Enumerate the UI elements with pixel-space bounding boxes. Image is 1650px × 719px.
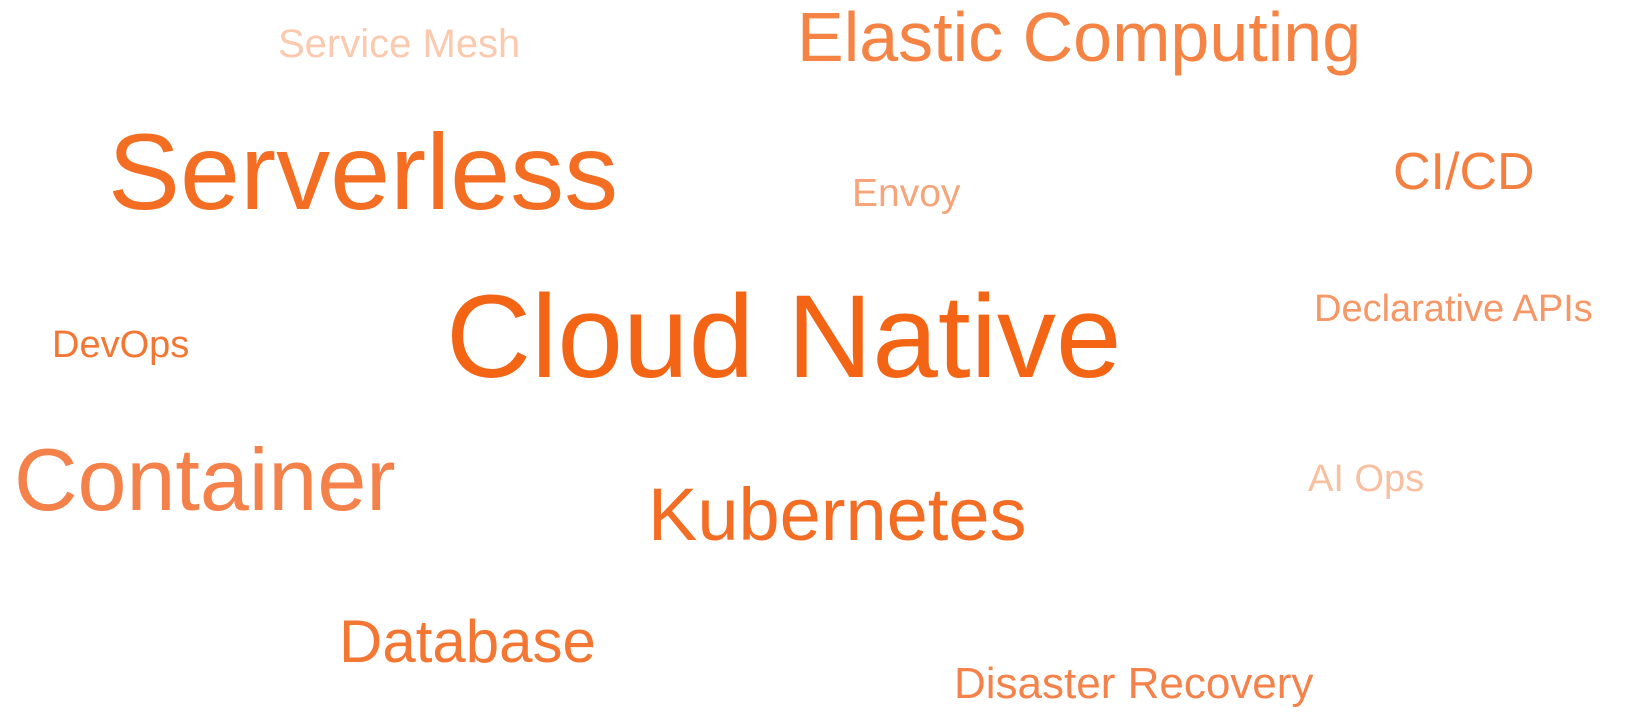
word-ai-ops: AI Ops <box>1308 458 1425 500</box>
word-devops: DevOps <box>52 324 190 366</box>
word-service-mesh: Service Mesh <box>278 22 521 66</box>
word-kubernetes: Kubernetes <box>648 473 1027 556</box>
word-envoy: Envoy <box>852 172 961 215</box>
word-elastic-computing: Elastic Computing <box>797 0 1362 76</box>
word-cloud-native: Cloud Native <box>446 271 1122 403</box>
word-database: Database <box>339 608 596 675</box>
word-disaster-recovery: Disaster Recovery <box>954 659 1314 708</box>
word-ci-cd: CI/CD <box>1393 143 1535 201</box>
word-declarative-apis: Declarative APIs <box>1314 288 1593 330</box>
word-serverless: Serverless <box>108 111 619 232</box>
word-container: Container <box>14 430 396 529</box>
